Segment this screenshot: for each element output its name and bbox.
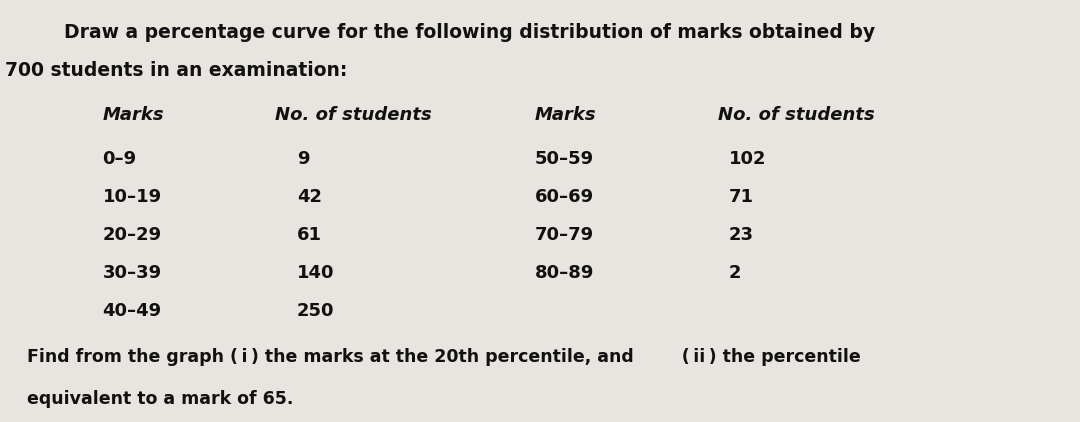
Text: Find from the graph ( i ) the marks at the 20th percentile, and        ( ii ) th: Find from the graph ( i ) the marks at t… (27, 348, 861, 366)
Text: 30–39: 30–39 (103, 264, 162, 282)
Text: 250: 250 (297, 302, 335, 320)
Text: No. of students: No. of students (718, 106, 875, 124)
Text: 70–79: 70–79 (535, 226, 594, 244)
Text: 61: 61 (297, 226, 322, 244)
Text: 102: 102 (729, 150, 767, 168)
Text: 2: 2 (729, 264, 742, 282)
Text: 23: 23 (729, 226, 754, 244)
Text: 42: 42 (297, 188, 322, 206)
Text: 50–59: 50–59 (535, 150, 594, 168)
Text: 20–29: 20–29 (103, 226, 162, 244)
Text: Marks: Marks (103, 106, 164, 124)
Text: 71: 71 (729, 188, 754, 206)
Text: 700 students in an examination:: 700 students in an examination: (5, 61, 348, 80)
Text: Marks: Marks (535, 106, 596, 124)
Text: Draw a percentage curve for the following distribution of marks obtained by: Draw a percentage curve for the followin… (64, 23, 876, 42)
Text: 140: 140 (297, 264, 335, 282)
Text: 10–19: 10–19 (103, 188, 162, 206)
Text: 9: 9 (297, 150, 310, 168)
Text: 0–9: 0–9 (103, 150, 137, 168)
Text: 80–89: 80–89 (535, 264, 594, 282)
Text: equivalent to a mark of 65.: equivalent to a mark of 65. (27, 390, 294, 408)
Text: 40–49: 40–49 (103, 302, 162, 320)
Text: No. of students: No. of students (275, 106, 432, 124)
Text: 60–69: 60–69 (535, 188, 594, 206)
